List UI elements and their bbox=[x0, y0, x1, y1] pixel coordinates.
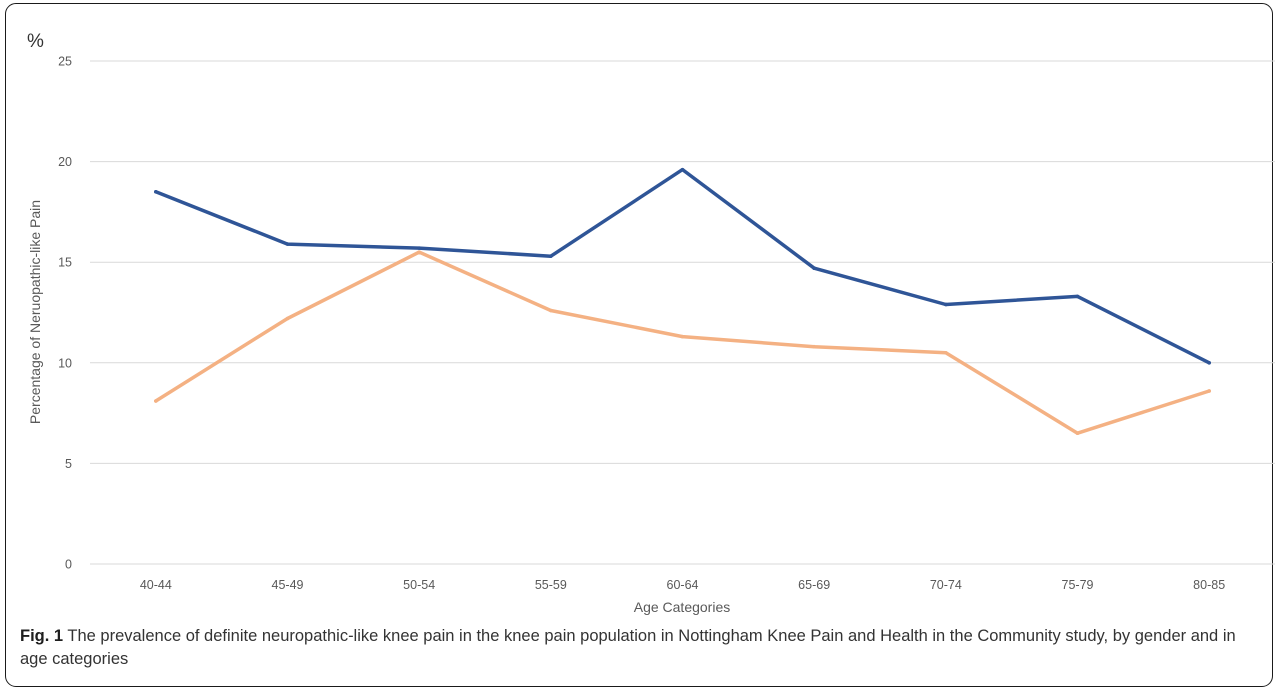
x-tick-label-45-49: 45-49 bbox=[272, 578, 304, 592]
series-1-point-80-85 bbox=[1207, 361, 1211, 365]
x-axis-ticks: 40-44 45-49 50-54 55-59 60-64 65-69 70-74 75-79… bbox=[140, 578, 1225, 592]
series-2-point-65-69 bbox=[812, 344, 816, 349]
y-unit-label: % bbox=[27, 31, 44, 52]
x-tick-label-55-59: 55-59 bbox=[535, 578, 567, 592]
series-1-point-75-79 bbox=[1075, 294, 1080, 299]
series-line-2 bbox=[154, 250, 1211, 435]
series-2-point-60-64 bbox=[680, 334, 685, 339]
figure-caption: Fig. 1 The prevalence of definite neurop… bbox=[20, 625, 1265, 671]
gridlines bbox=[90, 60, 1275, 565]
line-chart: 0 5 10 15 20 25 40-44 45-49 50-54 55-59 60-64 65-6… bbox=[27, 31, 1275, 615]
x-axis-title: Age Categories bbox=[634, 599, 731, 615]
series-1-point-70-74 bbox=[944, 302, 948, 307]
y-axis-ticks: 0 5 10 15 20 25 bbox=[58, 55, 72, 572]
series-1-point-40-44 bbox=[154, 189, 158, 194]
y-tick-label-20: 20 bbox=[58, 155, 72, 169]
y-tick-label-10: 10 bbox=[58, 356, 72, 370]
x-tick-label-50-54: 50-54 bbox=[403, 578, 435, 592]
series-line-1 bbox=[154, 167, 1211, 365]
series-2-point-75-79 bbox=[1075, 431, 1080, 436]
series-1-point-65-69 bbox=[812, 266, 816, 271]
x-tick-label-40-44: 40-44 bbox=[140, 578, 172, 592]
series-2-point-80-85 bbox=[1207, 389, 1211, 393]
series-1-point-55-59 bbox=[549, 254, 553, 258]
y-tick-label-15: 15 bbox=[58, 256, 72, 270]
figure-frame bbox=[5, 3, 1273, 687]
series-2-point-55-59 bbox=[549, 308, 553, 313]
x-tick-label-75-79: 75-79 bbox=[1062, 578, 1094, 592]
y-tick-label-5: 5 bbox=[65, 457, 72, 471]
series-2-point-45-49 bbox=[285, 316, 290, 321]
y-axis-title: Percentage of Neruopathic-like Pain bbox=[27, 200, 43, 424]
y-tick-label-25: 25 bbox=[58, 55, 72, 69]
figure-caption-text: The prevalence of definite neuropathic-l… bbox=[20, 627, 1236, 668]
x-tick-label-80-85: 80-85 bbox=[1193, 578, 1225, 592]
series-1-point-45-49 bbox=[285, 242, 290, 246]
series-2-point-50-54 bbox=[417, 250, 421, 254]
series-2-point-70-74 bbox=[944, 350, 948, 355]
figure-label: Fig. 1 bbox=[20, 627, 64, 645]
x-tick-label-60-64: 60-64 bbox=[667, 578, 699, 592]
series-1-point-60-64 bbox=[680, 167, 685, 172]
series-1-point-50-54 bbox=[417, 246, 421, 250]
x-tick-label-65-69: 65-69 bbox=[798, 578, 830, 592]
series-lines bbox=[154, 167, 1211, 436]
series-2-point-40-44 bbox=[154, 399, 158, 403]
x-tick-label-70-74: 70-74 bbox=[930, 578, 962, 592]
y-tick-label-0: 0 bbox=[65, 558, 72, 572]
